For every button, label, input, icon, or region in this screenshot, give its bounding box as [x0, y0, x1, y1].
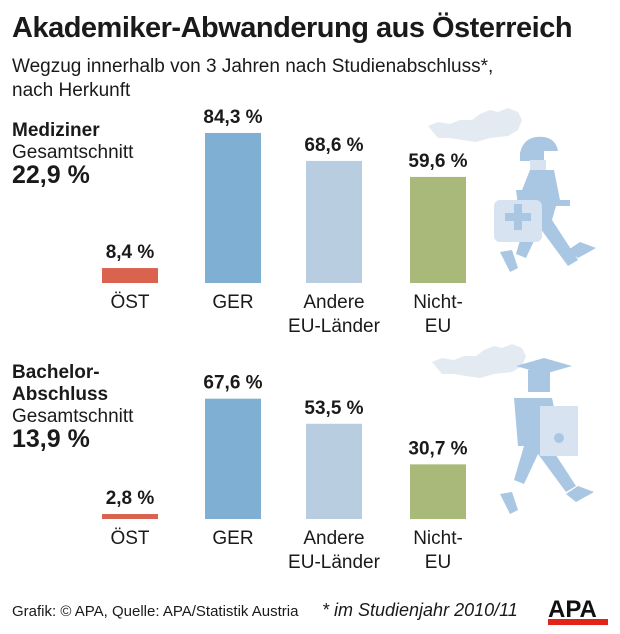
chart-subtitle: Wegzug innerhalb von 3 Jahren nach Studi… [12, 55, 493, 103]
category-label: EU [425, 316, 451, 337]
bar [205, 132, 261, 283]
group-label-bachelor: Bachelor- Abschluss Gesamtschnitt 13,9 % [12, 362, 134, 453]
group-name: Mediziner [12, 120, 100, 141]
chart-title: Akademiker-Abwanderung aus Österreich [12, 12, 573, 44]
group-label-mediziner: Mediziner Gesamtschnitt 22,9 % [12, 120, 134, 189]
footnote: * im Studienjahr 2010/11 [322, 600, 518, 620]
data-label: 2,8 % [106, 488, 155, 509]
austria-map-icon [428, 108, 522, 142]
category-label: Nicht- [413, 292, 463, 313]
category-label: GER [212, 528, 253, 549]
source-credit: Grafik: © APA, Quelle: APA/Statistik Aus… [12, 603, 299, 620]
bar [205, 398, 261, 519]
austria-map-icon [432, 344, 526, 378]
data-label: 84,3 % [203, 107, 262, 128]
average-label: Gesamtschnitt [12, 142, 134, 163]
data-label: 30,7 % [408, 438, 467, 459]
walking-graduate-icon [500, 358, 594, 514]
category-label: ÖST [110, 292, 149, 313]
bar [410, 176, 466, 283]
subtitle-line-1: Wegzug innerhalb von 3 Jahren nach Studi… [12, 56, 494, 77]
data-label: 68,6 % [304, 135, 363, 156]
category-label: EU-Länder [288, 316, 381, 337]
category-label: EU-Länder [288, 552, 381, 573]
data-label: 59,6 % [408, 151, 467, 172]
category-label: Nicht- [413, 528, 463, 549]
subtitle-line-2: nach Herkunft [12, 80, 131, 101]
category-label: EU [425, 552, 451, 573]
group-name-line-2: Abschluss [12, 384, 109, 405]
group-name-line-1: Bachelor- [12, 362, 100, 383]
bar [306, 160, 362, 283]
apa-logo: APA [548, 596, 608, 625]
walking-doctor-icon [494, 136, 596, 272]
data-label: 67,6 % [203, 373, 262, 394]
average-label: Gesamtschnitt [12, 406, 134, 427]
svg-text:APA: APA [548, 596, 597, 623]
category-label: Andere [303, 528, 364, 549]
bar [306, 423, 362, 519]
data-label: 53,5 % [304, 398, 363, 419]
average-value: 13,9 % [12, 425, 90, 453]
category-label: Andere [303, 292, 364, 313]
average-value: 22,9 % [12, 161, 90, 189]
category-label: GER [212, 292, 253, 313]
bar [102, 514, 158, 519]
bar [410, 464, 466, 519]
category-label: ÖST [110, 528, 149, 549]
bar [102, 268, 158, 283]
data-label: 8,4 % [106, 242, 155, 263]
